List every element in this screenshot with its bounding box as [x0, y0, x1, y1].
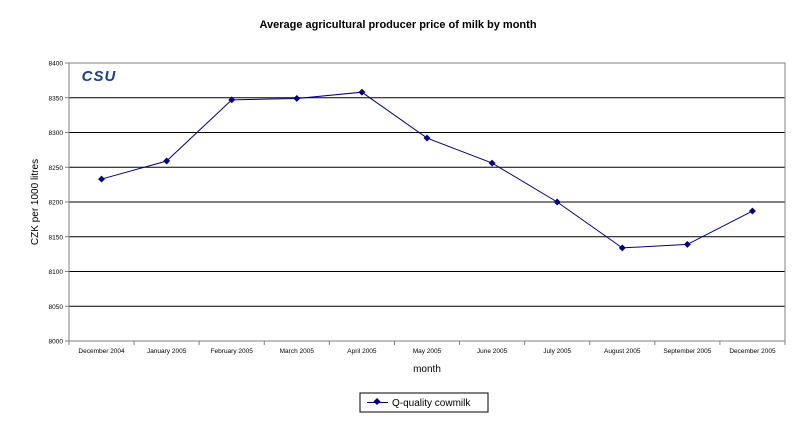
data-point	[97, 175, 106, 183]
data-point	[488, 159, 496, 167]
x-tick-label: March 2005	[280, 348, 315, 355]
data-point	[423, 134, 431, 142]
x-tick-label: August 2005	[604, 348, 641, 355]
y-tick-label: 8250	[49, 165, 64, 172]
data-point	[618, 244, 626, 252]
x-tick-label: December 2005	[729, 348, 776, 355]
y-tick-label: 8100	[49, 269, 64, 276]
x-tick-label: May 2005	[413, 348, 442, 355]
y-tick-label: 8350	[49, 95, 64, 102]
x-axis-label: month	[413, 364, 441, 375]
chart-title: Average agricultural producer price of m…	[259, 19, 536, 31]
y-axis-label: CZK per 1000 litres	[30, 159, 41, 245]
y-tick-label: 8200	[49, 200, 64, 207]
series-layer	[97, 88, 757, 252]
x-tick-label: April 2005	[347, 348, 377, 355]
data-point	[748, 207, 757, 215]
legend: Q-quality cowmilk	[359, 392, 489, 413]
legend-series-name: Q-quality cowmilk	[392, 398, 471, 409]
legend-marker	[373, 397, 381, 406]
csu-logo-text: CSU	[82, 68, 117, 85]
data-point	[358, 88, 366, 96]
y-axis-ticks: 8000 8050 8100 8150 8200 8250 8300 8350 8400	[49, 61, 69, 346]
y-tick-label: 8150	[49, 234, 64, 241]
legend-box	[359, 392, 489, 413]
data-point	[683, 240, 691, 248]
csu-logo: CSU	[77, 67, 121, 85]
data-point	[163, 157, 171, 165]
x-tick-label: February 2005	[211, 348, 254, 355]
data-point	[228, 96, 236, 104]
y-tick-label: 8050	[49, 304, 64, 311]
x-tick-label: September 2005	[663, 348, 711, 355]
data-point	[293, 94, 301, 102]
y-tick-label: 8000	[49, 339, 64, 346]
y-tick-label: 8300	[49, 130, 64, 137]
x-axis-ticks: December 2004 January 2005 February 2005 Ma…	[68, 341, 786, 355]
data-point	[553, 198, 561, 206]
y-tick-label: 8400	[49, 61, 64, 68]
x-tick-label: June 2005	[477, 348, 508, 355]
gridlines	[69, 97, 785, 307]
x-tick-label: December 2004	[78, 348, 125, 355]
x-tick-label: July 2005	[543, 348, 571, 355]
series-line	[101, 91, 753, 249]
x-tick-label: January 2005	[147, 348, 187, 355]
